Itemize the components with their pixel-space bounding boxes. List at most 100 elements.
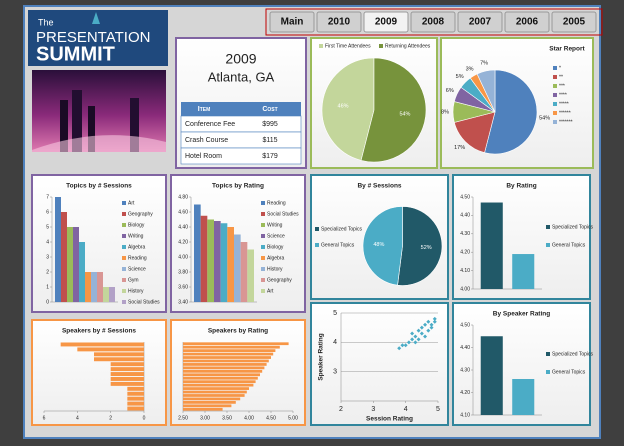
legend-swatch	[319, 44, 323, 48]
pie-slice	[360, 57, 427, 163]
point	[410, 337, 415, 342]
x-tick-label: 6	[43, 415, 46, 421]
point	[397, 346, 402, 351]
photo	[32, 70, 166, 152]
data-label: 8%	[441, 109, 449, 115]
pie-slice	[397, 206, 443, 286]
legend-swatch	[553, 93, 557, 97]
bar	[480, 336, 503, 415]
y-tick-label: 3.80	[178, 269, 188, 275]
chart-title: Topics by Rating	[212, 183, 264, 190]
table-cell: Hotel Room	[185, 153, 222, 160]
nav-tab[interactable]	[504, 11, 550, 33]
table-cell: $995	[262, 121, 278, 128]
building	[72, 90, 82, 152]
bar	[127, 396, 144, 401]
pie-slice	[362, 206, 403, 286]
y-axis-label: Speaker Rating	[318, 333, 325, 380]
nav-label[interactable]: 2005	[563, 17, 586, 28]
legend-label: Returning Attendees	[385, 43, 431, 49]
bar	[183, 359, 269, 363]
bar	[207, 219, 214, 302]
y-tick-label: 4.00	[460, 286, 470, 292]
legend-swatch	[553, 111, 557, 115]
bar	[240, 242, 248, 302]
nav-tab[interactable]	[269, 11, 315, 33]
x-tick-label: 2.50	[178, 415, 188, 421]
legend-swatch	[261, 267, 265, 271]
nav-tab[interactable]	[410, 11, 456, 33]
legend-label: *	[559, 65, 561, 71]
nav-label[interactable]: 2010	[328, 17, 351, 28]
nav-label[interactable]: 2007	[469, 17, 492, 28]
bar	[227, 227, 234, 302]
data-label: 52%	[421, 245, 432, 251]
bar	[220, 223, 228, 302]
y-tick-label: 5	[333, 310, 337, 317]
bar	[183, 390, 247, 394]
bar	[183, 380, 256, 384]
bar	[183, 404, 232, 408]
bar	[103, 287, 109, 302]
x-tick-label: 0	[143, 415, 146, 421]
point	[426, 328, 431, 333]
legend-label: Social Studies	[128, 299, 160, 305]
legend-label: ******	[559, 110, 571, 116]
nav-label[interactable]: 2006	[516, 17, 539, 28]
legend-swatch	[261, 201, 265, 205]
nav-label[interactable]: Main	[281, 17, 304, 28]
legend-label: Art	[128, 200, 135, 206]
legend-label: *******	[559, 119, 573, 125]
light-trail	[32, 135, 166, 152]
point	[423, 322, 428, 327]
legend-label: Science	[128, 266, 146, 272]
bar	[109, 287, 115, 302]
nav-tab[interactable]	[316, 11, 362, 33]
bar	[214, 221, 221, 302]
pie-slice	[321, 57, 375, 161]
bar	[183, 400, 236, 404]
building	[130, 98, 139, 152]
nav-label[interactable]: 2009	[375, 17, 398, 28]
table-cell: $115	[262, 137, 277, 144]
legend-label: Biology	[128, 222, 145, 228]
point	[413, 334, 418, 339]
y-tick-label: 2	[46, 269, 49, 275]
x-axis-label: Session Rating	[366, 416, 413, 423]
legend-label: Gym	[128, 277, 139, 283]
table-body: Conference Fee $995 Crash Course $115 Hotel …	[180, 115, 302, 165]
legend-label: General Topics	[321, 242, 355, 248]
bar	[67, 227, 73, 302]
bar	[94, 357, 144, 362]
legend-swatch	[122, 201, 126, 205]
nav-tab[interactable]	[457, 11, 503, 33]
pie-slice	[484, 69, 538, 155]
point	[432, 316, 437, 321]
nav-label[interactable]: 2008	[422, 17, 445, 28]
nav-tab[interactable]	[551, 11, 597, 33]
legend-label: Specialized Topics	[552, 351, 594, 357]
y-tick-label: 4.50	[460, 322, 470, 328]
bar	[55, 197, 61, 302]
legend-swatch	[553, 120, 557, 124]
legend-swatch	[379, 44, 383, 48]
y-tick-label: 4.30	[460, 231, 470, 237]
bar	[110, 376, 144, 381]
nav-frame	[265, 8, 603, 36]
chart-title: Star Report	[549, 46, 585, 53]
legend-label: Writing	[267, 222, 283, 228]
bar	[234, 234, 241, 302]
table-header-bg	[181, 102, 301, 116]
data-label: 17%	[454, 145, 465, 151]
nav-tab[interactable]	[363, 11, 409, 33]
y-tick-label: 4.20	[460, 250, 470, 256]
pie-slice	[453, 111, 496, 154]
nav-bar: Main 2010 2009 2008 2007 2006 2005	[265, 8, 603, 36]
bar	[194, 204, 201, 302]
bar	[183, 356, 271, 359]
panel	[31, 319, 167, 426]
data-label: 3%	[466, 66, 474, 72]
bar	[183, 387, 249, 390]
data-label: 7%	[480, 61, 488, 67]
legend-label: Reading	[267, 200, 286, 206]
